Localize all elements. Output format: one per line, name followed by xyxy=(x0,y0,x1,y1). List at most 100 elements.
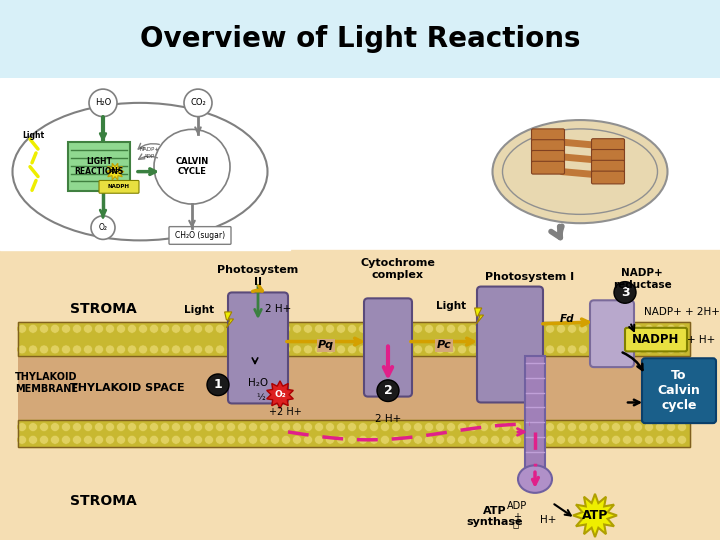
Circle shape xyxy=(623,325,631,333)
Circle shape xyxy=(29,423,37,431)
Text: CH₂O (sugar): CH₂O (sugar) xyxy=(175,231,225,240)
Text: O₂: O₂ xyxy=(274,390,286,399)
Text: LIGHT
REACTIONS: LIGHT REACTIONS xyxy=(74,157,124,177)
Circle shape xyxy=(73,345,81,354)
Circle shape xyxy=(655,423,665,431)
Circle shape xyxy=(315,423,323,431)
Circle shape xyxy=(402,423,412,431)
Circle shape xyxy=(513,423,521,431)
Circle shape xyxy=(590,435,598,444)
Polygon shape xyxy=(106,163,124,180)
Circle shape xyxy=(457,325,467,333)
Circle shape xyxy=(534,345,544,354)
Circle shape xyxy=(73,423,81,431)
Circle shape xyxy=(348,325,356,333)
Circle shape xyxy=(502,325,510,333)
Circle shape xyxy=(369,435,379,444)
Circle shape xyxy=(611,345,621,354)
Circle shape xyxy=(271,345,279,354)
Circle shape xyxy=(502,435,510,444)
FancyBboxPatch shape xyxy=(169,227,231,244)
Circle shape xyxy=(282,435,290,444)
FancyBboxPatch shape xyxy=(477,287,543,402)
FancyBboxPatch shape xyxy=(228,293,288,403)
Circle shape xyxy=(667,423,675,431)
Circle shape xyxy=(348,345,356,354)
Circle shape xyxy=(402,345,412,354)
Circle shape xyxy=(557,423,565,431)
Circle shape xyxy=(194,325,202,333)
Circle shape xyxy=(359,325,367,333)
Circle shape xyxy=(40,345,48,354)
Circle shape xyxy=(490,345,500,354)
Circle shape xyxy=(150,435,158,444)
Text: Photosystem
II: Photosystem II xyxy=(217,265,299,287)
FancyBboxPatch shape xyxy=(592,139,624,152)
Circle shape xyxy=(248,325,258,333)
Circle shape xyxy=(359,435,367,444)
Text: Light: Light xyxy=(184,305,214,315)
Circle shape xyxy=(304,345,312,354)
Circle shape xyxy=(89,89,117,117)
Text: H₂O: H₂O xyxy=(248,378,268,388)
Circle shape xyxy=(578,345,588,354)
Circle shape xyxy=(590,325,598,333)
Circle shape xyxy=(127,325,137,333)
Circle shape xyxy=(292,325,302,333)
Circle shape xyxy=(40,435,48,444)
Circle shape xyxy=(534,435,544,444)
Circle shape xyxy=(655,325,665,333)
Circle shape xyxy=(215,345,225,354)
Circle shape xyxy=(304,435,312,444)
Circle shape xyxy=(557,345,565,354)
Circle shape xyxy=(215,423,225,431)
Circle shape xyxy=(667,435,675,444)
Circle shape xyxy=(644,435,654,444)
Circle shape xyxy=(457,423,467,431)
Circle shape xyxy=(490,423,500,431)
FancyBboxPatch shape xyxy=(531,129,564,141)
Circle shape xyxy=(227,345,235,354)
Circle shape xyxy=(271,435,279,444)
Circle shape xyxy=(380,435,390,444)
FancyBboxPatch shape xyxy=(531,161,564,174)
Circle shape xyxy=(425,423,433,431)
Circle shape xyxy=(336,345,346,354)
Circle shape xyxy=(567,325,577,333)
Circle shape xyxy=(182,423,192,431)
Text: Pc: Pc xyxy=(436,341,451,350)
Circle shape xyxy=(523,435,533,444)
Circle shape xyxy=(94,345,104,354)
Circle shape xyxy=(469,345,477,354)
Circle shape xyxy=(436,435,444,444)
Circle shape xyxy=(325,435,335,444)
FancyBboxPatch shape xyxy=(531,151,564,163)
Circle shape xyxy=(655,435,665,444)
Text: Ⓟᴵ: Ⓟᴵ xyxy=(513,518,521,528)
Circle shape xyxy=(204,423,214,431)
Circle shape xyxy=(480,423,488,431)
Circle shape xyxy=(392,325,400,333)
Circle shape xyxy=(469,423,477,431)
Circle shape xyxy=(546,345,554,354)
Circle shape xyxy=(315,345,323,354)
FancyBboxPatch shape xyxy=(592,150,624,163)
Ellipse shape xyxy=(492,120,667,223)
Circle shape xyxy=(138,435,148,444)
Circle shape xyxy=(227,325,235,333)
Circle shape xyxy=(392,435,400,444)
Circle shape xyxy=(523,345,533,354)
Circle shape xyxy=(634,345,642,354)
Circle shape xyxy=(61,435,71,444)
Circle shape xyxy=(248,435,258,444)
Circle shape xyxy=(259,325,269,333)
Circle shape xyxy=(634,423,642,431)
Circle shape xyxy=(17,345,27,354)
Circle shape xyxy=(248,345,258,354)
FancyBboxPatch shape xyxy=(364,298,412,396)
Circle shape xyxy=(446,423,456,431)
Circle shape xyxy=(534,325,544,333)
Text: Fd: Fd xyxy=(559,314,575,324)
Circle shape xyxy=(590,345,598,354)
Ellipse shape xyxy=(12,103,268,240)
